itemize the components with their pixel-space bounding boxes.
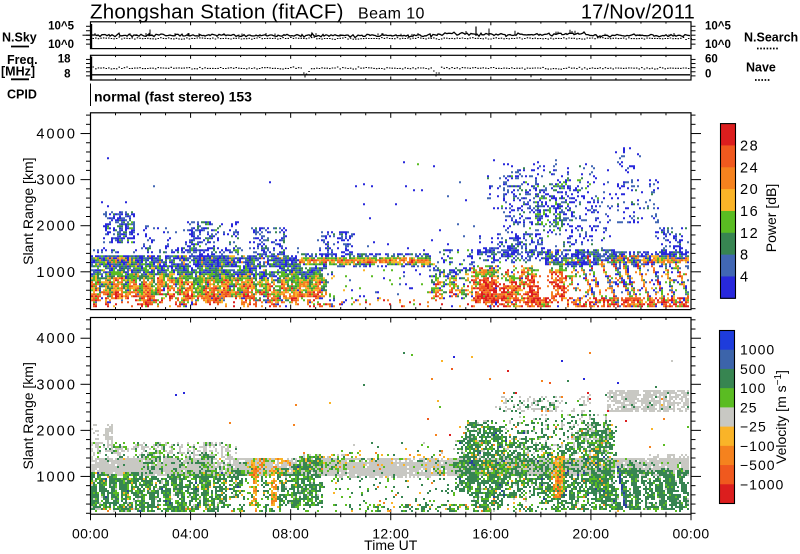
svg-text:N.Search: N.Search bbox=[744, 31, 798, 45]
svg-text:normal (fast stereo) 153: normal (fast stereo) 153 bbox=[94, 89, 252, 105]
svg-text:1000: 1000 bbox=[740, 342, 775, 358]
svg-text:10^0: 10^0 bbox=[48, 39, 74, 51]
svg-text:Slant Range [km]: Slant Range [km] bbox=[20, 158, 36, 265]
svg-text:0: 0 bbox=[705, 69, 711, 81]
svg-text:4000: 4000 bbox=[36, 127, 77, 143]
svg-text:3000: 3000 bbox=[36, 377, 77, 393]
svg-text:12:00: 12:00 bbox=[372, 526, 409, 542]
svg-text:[MHz]: [MHz] bbox=[1, 65, 35, 79]
svg-text:Power [dB]: Power [dB] bbox=[763, 184, 779, 252]
svg-text:60: 60 bbox=[705, 54, 718, 66]
svg-text:16:00: 16:00 bbox=[472, 526, 509, 542]
svg-text:10^5: 10^5 bbox=[705, 21, 732, 33]
svg-text:−25: −25 bbox=[740, 419, 767, 435]
svg-text:−100: −100 bbox=[740, 438, 776, 454]
svg-text:08:00: 08:00 bbox=[272, 526, 309, 542]
svg-text:4000: 4000 bbox=[36, 331, 77, 347]
svg-text:10^0: 10^0 bbox=[705, 39, 731, 51]
svg-text:4: 4 bbox=[740, 269, 750, 285]
svg-text:Slant Range [km]: Slant Range [km] bbox=[20, 362, 36, 469]
svg-text:−1000: −1000 bbox=[740, 476, 784, 492]
svg-text:8: 8 bbox=[64, 69, 71, 81]
svg-text:00:00: 00:00 bbox=[672, 526, 709, 542]
svg-text:8: 8 bbox=[740, 248, 750, 264]
svg-text:N.Sky: N.Sky bbox=[2, 31, 37, 45]
svg-text:3000: 3000 bbox=[36, 173, 77, 189]
svg-text:16: 16 bbox=[740, 204, 759, 220]
svg-text:Zhongshan Station (fitACF): Zhongshan Station (fitACF) bbox=[90, 1, 344, 24]
svg-text:12: 12 bbox=[740, 226, 759, 242]
svg-text:Beam 10: Beam 10 bbox=[358, 6, 425, 23]
svg-text:−500: −500 bbox=[740, 457, 776, 473]
svg-text:20:00: 20:00 bbox=[572, 526, 609, 542]
svg-text:28: 28 bbox=[740, 138, 759, 154]
svg-text:20: 20 bbox=[740, 182, 759, 198]
svg-text:17/Nov/2011: 17/Nov/2011 bbox=[581, 2, 695, 24]
svg-text:00:00: 00:00 bbox=[72, 526, 109, 542]
svg-text:Velocity [m s−1]: Velocity [m s−1] bbox=[773, 370, 790, 464]
svg-text:Time UT: Time UT bbox=[364, 537, 418, 553]
svg-text:1000: 1000 bbox=[36, 469, 77, 485]
svg-text:18: 18 bbox=[58, 54, 71, 66]
svg-text:1000: 1000 bbox=[36, 265, 77, 281]
svg-text:25: 25 bbox=[740, 399, 758, 415]
svg-text:24: 24 bbox=[740, 160, 759, 176]
svg-text:2000: 2000 bbox=[36, 423, 77, 439]
svg-text:500: 500 bbox=[740, 361, 766, 377]
svg-text:2000: 2000 bbox=[36, 219, 77, 235]
svg-text:CPID: CPID bbox=[7, 88, 37, 102]
svg-text:Nave: Nave bbox=[746, 61, 776, 75]
svg-text:10^5: 10^5 bbox=[48, 21, 75, 33]
svg-text:04:00: 04:00 bbox=[172, 526, 209, 542]
svg-text:100: 100 bbox=[740, 380, 766, 396]
svg-text:Freq.: Freq. bbox=[7, 53, 38, 67]
